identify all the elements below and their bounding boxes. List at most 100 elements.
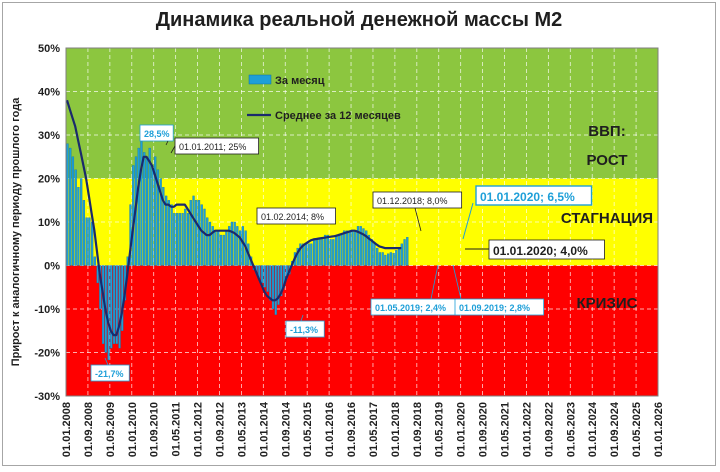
bar-month <box>400 243 403 266</box>
x-tick-label: 01.05.2025 <box>631 402 643 457</box>
bar-month <box>91 221 94 266</box>
bar-month <box>200 204 203 266</box>
legend-label-bars: За месяц <box>275 75 325 87</box>
chart-title: Динамика реальной денежной массы М2 <box>155 9 563 31</box>
bar-month <box>241 226 244 266</box>
bar-month <box>121 265 124 331</box>
bar-month <box>370 239 373 266</box>
x-tick-label: 01.09.2024 <box>609 401 621 457</box>
annotation-box <box>90 364 130 382</box>
legend-label-line: Среднее за 12 месяцев <box>275 110 401 122</box>
bar-month <box>115 265 118 344</box>
bar-month <box>178 213 181 266</box>
x-tick-label: 01.09.2014 <box>280 401 292 457</box>
bar-month <box>165 195 168 266</box>
x-tick-label: 01.09.2020 <box>478 402 490 457</box>
bar-month <box>329 239 332 266</box>
annotation-box <box>475 185 593 206</box>
y-tick-label: 50% <box>38 43 60 55</box>
x-tick-label: 01.01.2012 <box>193 402 205 457</box>
bar-month <box>356 226 360 266</box>
bar-month <box>332 239 335 266</box>
bar-month <box>167 200 170 266</box>
bar-month <box>304 243 308 266</box>
x-tick-label: 01.09.2016 <box>346 402 358 457</box>
bar-month <box>203 208 206 266</box>
bar-month <box>137 147 140 266</box>
bar-month <box>351 230 354 266</box>
bar-month <box>184 208 187 266</box>
bar-month <box>348 230 351 266</box>
bar-month <box>299 243 302 266</box>
bar-month <box>260 265 264 284</box>
y-tick-label: 20% <box>38 174 60 186</box>
x-tick-label: 01.09.2008 <box>83 402 95 457</box>
bar-month <box>173 213 176 266</box>
x-tick-label: 01.01.2024 <box>587 401 599 457</box>
bar-month <box>211 226 214 266</box>
bar-month <box>392 253 395 266</box>
bar-month <box>107 265 110 361</box>
bar-month <box>337 234 340 266</box>
bar-month <box>96 265 99 284</box>
bar-month <box>77 187 80 266</box>
bar-month <box>69 147 72 266</box>
annotation-label: -21,7% <box>95 369 124 379</box>
bar-month <box>296 247 299 266</box>
bar-month <box>236 226 239 266</box>
series-line-12m <box>65 99 402 337</box>
y-tick-label: 40% <box>38 87 60 99</box>
bar-month <box>151 165 154 266</box>
bar-month <box>66 143 69 266</box>
bar-month <box>230 221 234 266</box>
bar-month <box>269 265 272 301</box>
bar-month <box>397 247 401 266</box>
bar-month <box>378 252 382 266</box>
bar-month <box>406 237 409 266</box>
bar-month <box>345 230 349 266</box>
x-tick-label: 01.09.2010 <box>149 402 161 457</box>
chart-svg: ВВП: РОСТ СТАГНАЦИЯ КРИЗИС 50% 40% 30% 20% 10% 0%… <box>10 43 665 457</box>
bar-month <box>307 243 310 266</box>
x-tick-label: 01.09.2012 <box>214 402 226 457</box>
x-tick-label: 01.01.2018 <box>390 402 402 457</box>
bar-month <box>334 234 338 266</box>
bar-month <box>82 200 86 266</box>
x-tick-label: 01.01.2026 <box>653 402 665 457</box>
bar-month <box>367 234 371 266</box>
annotation-leader <box>170 145 176 154</box>
bar-month <box>80 178 83 266</box>
zone-label-gdp: ВВП: <box>588 123 625 140</box>
bar-month <box>359 226 362 266</box>
annotation-box <box>139 124 174 142</box>
bar-month <box>159 178 162 266</box>
bar-month <box>145 156 149 266</box>
x-tick-label: 01.01.2014 <box>258 401 270 457</box>
bar-month <box>181 213 184 266</box>
bar-month <box>387 253 390 266</box>
y-tick-label: -10% <box>34 304 60 316</box>
bar-month <box>381 252 384 266</box>
annotation-leader <box>430 264 439 300</box>
bar-month <box>263 265 266 288</box>
bar-month <box>143 152 146 266</box>
x-tick-label: 01.01.2020 <box>456 402 468 457</box>
annotation-label: 01.01.2011; 25% <box>179 142 246 152</box>
bar-month <box>189 200 192 266</box>
x-tick-label: 01.05.2011 <box>171 402 183 456</box>
zone-band-2 <box>66 265 658 396</box>
zone-band-0 <box>66 48 658 179</box>
annotation-label: 01.01.2020; 4,0% <box>493 244 588 258</box>
bar-month <box>271 265 275 310</box>
x-tick-label: 01.05.2019 <box>434 402 446 457</box>
x-tick-label: 01.05.2023 <box>565 402 577 457</box>
bar-month <box>118 265 121 349</box>
bar-month <box>280 265 283 297</box>
y-axis-title: Прирост к аналогичному периоду прошлого … <box>10 97 22 366</box>
bar-month <box>197 200 201 266</box>
annotation-leader <box>462 202 474 240</box>
bar-month <box>170 204 173 266</box>
x-tick-label: 01.01.2016 <box>324 402 336 457</box>
x-tick-label: 01.01.2008 <box>61 402 73 457</box>
bar-month <box>274 265 277 315</box>
